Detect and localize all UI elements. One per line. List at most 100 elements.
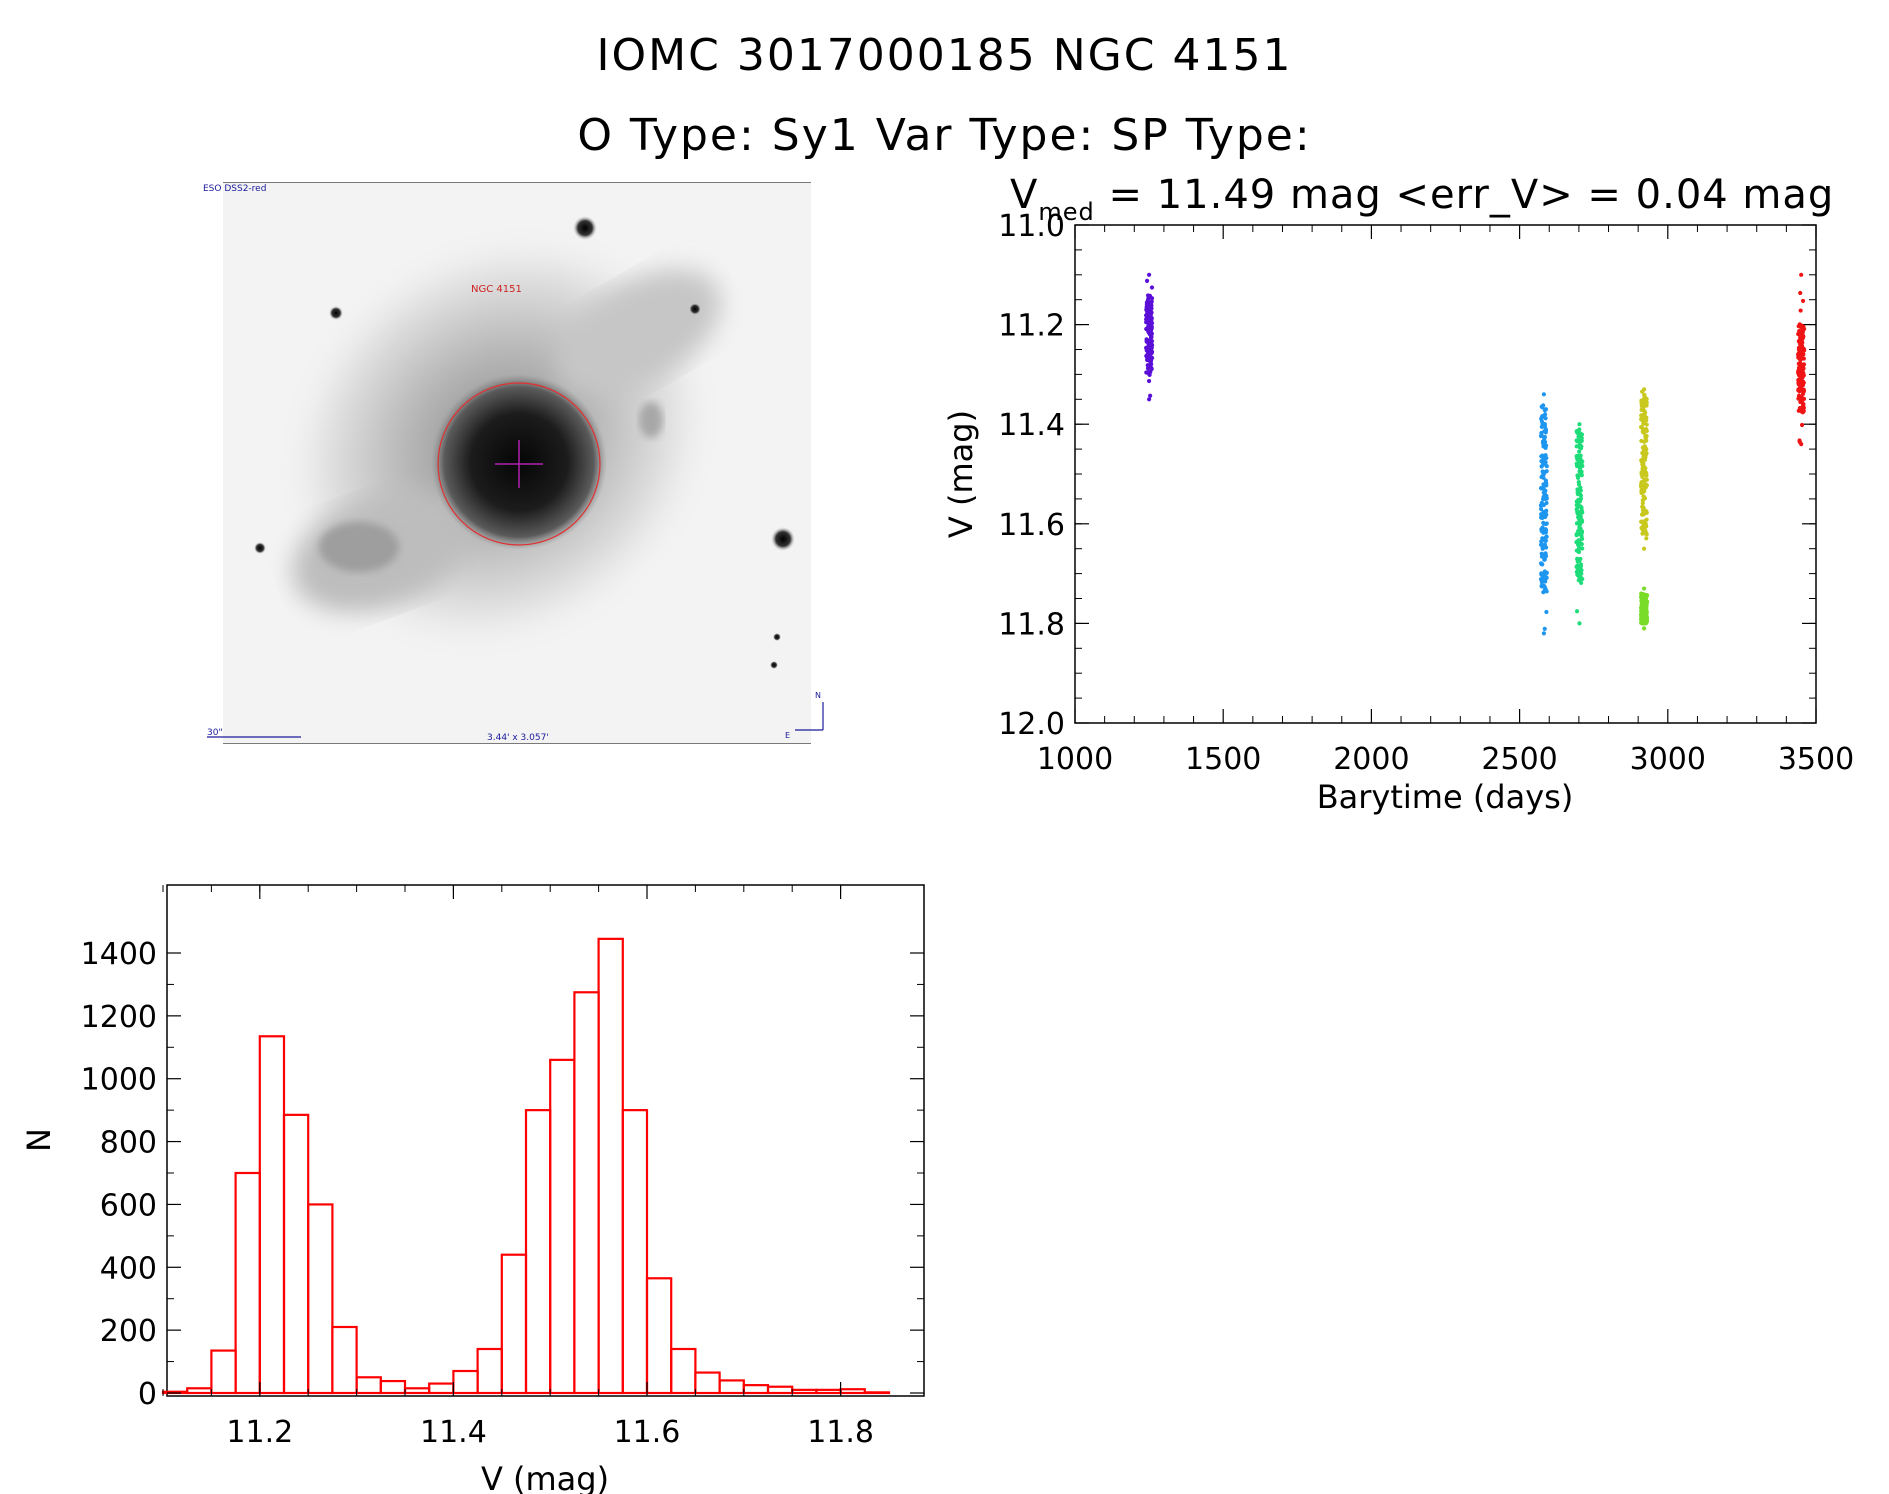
lightcurve-point (1578, 532, 1584, 537)
lightcurve-point (1578, 487, 1583, 493)
lightcurve-point (1149, 335, 1154, 340)
lightcurve-point (1539, 551, 1544, 556)
lightcurve-point (1642, 488, 1647, 494)
lightcurve-point (1644, 477, 1649, 482)
lightcurve-point (1640, 445, 1646, 450)
lightcurve-point (1641, 616, 1646, 622)
lightcurve-point (1542, 569, 1547, 574)
lightcurve-point (1641, 486, 1646, 491)
lightcurve-point (1539, 527, 1544, 532)
histogram-bar (815, 1388, 842, 1395)
lightcurve-point (1574, 463, 1580, 469)
lightcurve-point (1576, 453, 1581, 458)
lightcurve-point (1643, 455, 1648, 460)
lightcurve-point (1541, 538, 1546, 543)
lightcurve-point (1801, 334, 1806, 339)
lightcurve-point (1541, 457, 1546, 462)
y-tick-label: 11.2 (998, 309, 1065, 344)
lightcurve-point (1541, 441, 1546, 446)
lightcurve-point (1801, 365, 1806, 370)
lightcurve-point (1144, 370, 1149, 375)
histogram-bar (403, 1387, 431, 1395)
lightcurve-point (1644, 610, 1649, 615)
lightcurve-point (1799, 334, 1804, 339)
lightcurve-point (1796, 354, 1801, 359)
lightcurve-point (1642, 613, 1647, 618)
lightcurve-point (1640, 596, 1645, 601)
lightcurve-point (1148, 365, 1153, 370)
lightcurve-point (1641, 607, 1646, 613)
lightcurve-point (1146, 323, 1151, 328)
lightcurve-point (1579, 575, 1584, 581)
lightcurve-point (1644, 473, 1649, 478)
lightcurve-point (1641, 521, 1646, 527)
lightcurve-point (1641, 448, 1647, 453)
lightcurve-point (1543, 480, 1549, 485)
lightcurve-point (1577, 465, 1582, 471)
lightcurve-point (1641, 594, 1646, 599)
lightcurve-point (1579, 580, 1584, 586)
lightcurve-point (1641, 619, 1646, 625)
lightcurve-point (1643, 528, 1648, 533)
lightcurve-point (1642, 414, 1647, 419)
lightcurve-point (1801, 381, 1806, 386)
histogram-y-axis-label: N (20, 1128, 58, 1152)
lightcurve-point (1579, 444, 1584, 449)
lightcurve-point (1574, 429, 1579, 434)
lightcurve-point (1576, 434, 1581, 439)
lightcurve-point (1643, 620, 1648, 625)
lightcurve-point (1800, 383, 1806, 388)
lightcurve-point (1641, 621, 1646, 626)
histogram-bar (549, 1058, 576, 1395)
scale-label: 30" (207, 728, 223, 738)
lightcurve-point (1539, 571, 1544, 576)
lightcurve-point (1579, 432, 1585, 437)
lightcurve-point (1642, 594, 1647, 600)
lightcurve-point (1541, 443, 1546, 448)
lightcurve-point (1643, 529, 1648, 534)
lightcurve-point (1542, 436, 1547, 441)
lightcurve-point (1799, 330, 1804, 335)
lightcurve-point (1574, 539, 1579, 545)
lightcurve-point (1146, 312, 1151, 317)
lightcurve-point (1799, 372, 1804, 377)
lightcurve-point (1540, 536, 1545, 541)
lightcurve-point (1539, 404, 1544, 409)
lightcurve-point (1641, 512, 1646, 517)
lightcurve-point (1639, 398, 1644, 403)
lightcurve-point (1578, 514, 1583, 519)
lightcurve-point (1579, 518, 1584, 523)
lightcurve-point (1148, 318, 1153, 323)
lightcurve-point (1148, 349, 1154, 354)
lightcurve-point (1641, 455, 1646, 460)
lightcurve-point (1577, 445, 1582, 450)
lightcurve-point (1539, 415, 1544, 420)
lightcurve-point (1642, 456, 1647, 461)
lightcurve-point (1577, 513, 1582, 518)
lightcurve-point (1544, 589, 1549, 594)
object-label: NGC 4151 (471, 284, 522, 295)
lightcurve-point (1643, 612, 1649, 618)
lightcurve-point (1641, 616, 1646, 621)
lightcurve-point (1540, 470, 1546, 475)
lightcurve-point (1576, 475, 1581, 480)
lightcurve-point (1799, 388, 1804, 393)
lightcurve-point (1541, 590, 1546, 595)
lightcurve-point (1576, 504, 1581, 510)
lightcurve-point (1578, 530, 1583, 536)
lightcurve-point (1539, 584, 1544, 589)
histogram-bar (476, 1347, 503, 1395)
lightcurve-point (1578, 566, 1583, 571)
lightcurve-point (1146, 354, 1151, 359)
lightcurve-point (1541, 528, 1546, 533)
lightcurve-point (1639, 612, 1644, 617)
lightcurve-point (1641, 617, 1646, 622)
lightcurve-point (1799, 324, 1804, 329)
lightcurve-point (1796, 355, 1801, 360)
lightcurve-point (1577, 621, 1582, 626)
lightcurve-point (1796, 339, 1801, 344)
lightcurve-point (1643, 397, 1648, 402)
lightcurve-point (1641, 602, 1647, 607)
lightcurve-point (1543, 553, 1548, 558)
lightcurve-point (1643, 592, 1648, 597)
